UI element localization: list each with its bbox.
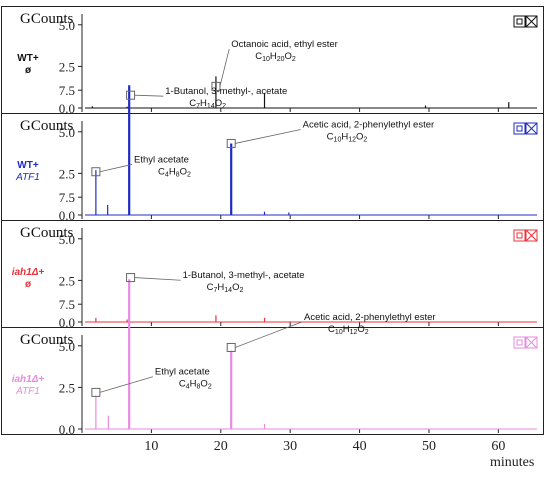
annotation-leader: [99, 376, 153, 393]
close-box: [525, 15, 538, 28]
y-tick-label: 5.0: [59, 125, 75, 140]
y-tick-label: 0.0: [59, 208, 75, 223]
sample-label-line2: ATF1: [15, 172, 40, 183]
toggle-inner-box: [516, 232, 523, 239]
x-tick-label: 40: [353, 439, 367, 454]
close-cross-line: [525, 15, 538, 28]
compound-formula: C4H8O2: [179, 379, 212, 391]
compound-name: 1-Butanol, 3-methyl-, acetate: [165, 86, 287, 97]
panel-2: 0.0 2.5 5.0 7.5 GCounts WT+ATF1 1-Butanol, 3-m…: [1, 83, 544, 223]
compound-formula: C7H14O2: [207, 282, 244, 294]
compound-name: Acetic acid, 2-phenylethyl ester: [304, 312, 435, 323]
panel-1: 0.0 2.5 5.0 7.5 GCounts WT+ø Octanoic acid, et…: [1, 6, 544, 116]
sample-label-line2: ø: [25, 279, 32, 290]
close-icon: [525, 336, 538, 349]
toggle-box: [513, 229, 526, 242]
y-tick-label: 5.0: [59, 18, 75, 33]
close-icon: [525, 15, 538, 28]
y-tick-label: 2.5: [59, 380, 75, 395]
annotation-leader: [99, 164, 133, 173]
compound-formula: C10H12O2: [328, 324, 369, 336]
peak-marker: [91, 387, 101, 397]
y-tick-label: 2.5: [59, 59, 75, 74]
y-tick-label: 5.0: [59, 232, 75, 247]
toggle-box: [513, 15, 526, 28]
y-unit-label: GCounts: [20, 332, 74, 348]
compound-formula: C10H12O2: [327, 131, 368, 143]
y-tick-label: 0.0: [59, 422, 75, 437]
toggle-icon: [513, 336, 526, 349]
close-cross-line: [525, 336, 538, 349]
y-tick-label: 7.5: [59, 190, 75, 205]
y-tick-label: 2.5: [59, 166, 75, 181]
sample-label-line1: WT+: [17, 160, 39, 171]
close-icon: [525, 122, 538, 135]
y-tick-label: 0.0: [59, 315, 75, 330]
peak-marker: [226, 342, 236, 352]
y-tick-label: 7.5: [59, 83, 75, 98]
compound-name: Ethyl acetate: [134, 154, 189, 165]
sample-label-line1: iah1Δ+: [12, 374, 45, 385]
x-axis-title: minutes: [490, 455, 534, 470]
toggle-inner-box: [516, 18, 523, 25]
annotation-leader: [235, 321, 303, 348]
compound-name: Acetic acid, 2-phenylethyl ester: [303, 119, 434, 130]
toggle-icon: [513, 122, 526, 135]
sample-label-line1: iah1Δ+: [12, 267, 45, 278]
annotation-leader: [134, 277, 181, 281]
close-icon: [525, 229, 538, 242]
compound-formula: C7H14O2: [189, 98, 226, 110]
compound-formula: C4H8O2: [158, 166, 191, 178]
y-tick-label: 2.5: [59, 273, 75, 288]
x-tick-label: 50: [422, 439, 436, 454]
panel-3: 0.0 2.5 5.0 7.5 GCounts iah1Δ+ø: [1, 190, 544, 330]
toggle-box: [513, 122, 526, 135]
close-cross-line: [525, 229, 538, 242]
toggle-inner-box: [516, 125, 523, 132]
annotation-leader: [235, 129, 301, 144]
sample-label-line2: ø: [25, 65, 32, 76]
y-tick-label: 0.0: [59, 101, 75, 116]
annotation-leader: [134, 94, 164, 97]
toggle-icon: [513, 15, 526, 28]
peak-marker: [126, 90, 136, 100]
panel-frame: [1, 327, 544, 435]
peak-marker: [126, 273, 136, 283]
y-tick-label: 5.0: [59, 339, 75, 354]
sample-label-line2: ATF1: [15, 386, 40, 397]
panel-frame: [1, 113, 544, 221]
compound-name: 1-Butanol, 3-methyl-, acetate: [183, 270, 305, 281]
toggle-inner-box: [516, 339, 523, 346]
y-unit-label: GCounts: [20, 225, 74, 241]
compound-name: Ethyl acetate: [155, 367, 210, 378]
x-tick-label: 20: [214, 439, 228, 454]
compound-formula: C10H20O2: [255, 51, 296, 63]
y-tick-label: 7.5: [59, 297, 75, 312]
y-unit-label: GCounts: [20, 118, 74, 134]
sample-label-line1: WT+: [17, 53, 39, 64]
panel-4: 0.02.55.07.5GCountsiah1Δ+ATF11-Butanol, …: [1, 270, 544, 437]
close-box: [525, 229, 538, 242]
x-tick-label: 10: [144, 439, 158, 454]
annotation-leader: [219, 48, 230, 87]
x-tick-label: 60: [491, 439, 505, 454]
y-unit-label: GCounts: [20, 11, 74, 27]
close-cross-line: [525, 122, 538, 135]
close-box: [525, 336, 538, 349]
compound-name: Octanoic acid, ethyl ester: [231, 39, 338, 50]
x-tick-label: 30: [283, 439, 297, 454]
toggle-icon: [513, 229, 526, 242]
toggle-box: [513, 336, 526, 349]
close-box: [525, 122, 538, 135]
